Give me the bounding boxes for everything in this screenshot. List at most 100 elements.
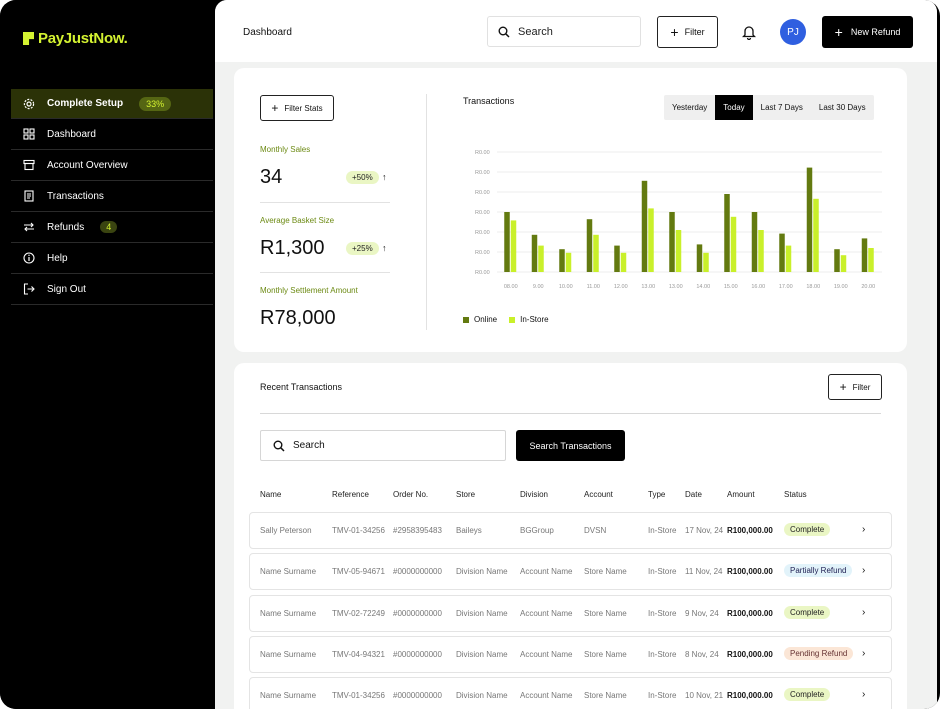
gear-icon (23, 98, 35, 110)
cell-reference: TMV-05-94671 (332, 567, 385, 577)
top-bar: Dashboard Search + Filter PJ + New Refun… (215, 0, 937, 62)
filter-stats-button[interactable]: + Filter Stats (260, 95, 334, 121)
bar-in-store-1[interactable] (538, 245, 544, 272)
transactions-filter-button[interactable]: + Filter (828, 374, 882, 400)
x-tick-label: 14.00 (696, 284, 710, 290)
x-tick-label: 08.00 (504, 284, 518, 290)
x-tick-label: 10.00 (559, 284, 573, 290)
bar-in-store-7[interactable] (703, 252, 709, 272)
bar-online-0[interactable] (504, 212, 510, 272)
chevron-right-icon[interactable]: › (862, 689, 866, 701)
bar-online-6[interactable] (669, 212, 675, 272)
bar-online-3[interactable] (586, 219, 593, 272)
chevron-right-icon[interactable]: › (862, 524, 866, 535)
stat-value-average-basket: R1,300 (260, 237, 325, 259)
chevron-right-icon[interactable]: › (862, 565, 866, 577)
range-tab-last-7-days[interactable]: Last 7 Days (760, 103, 803, 112)
bar-online-12[interactable] (834, 249, 840, 272)
bar-online-2[interactable] (559, 249, 565, 272)
table-row[interactable]: Name Surname TMV-05-94671 #0000000000 Divis… (249, 553, 892, 591)
bar-online-8[interactable] (724, 194, 730, 272)
search-transactions-button[interactable]: Search Transactions (516, 430, 625, 461)
bar-in-store-9[interactable] (758, 230, 764, 272)
bar-online-7[interactable] (696, 244, 703, 272)
avatar[interactable]: PJ (780, 19, 806, 45)
stats-card: + Filter Stats Monthly Sales 34 +50% ↑ A… (234, 68, 907, 352)
receipt-icon (23, 190, 35, 202)
bar-online-4[interactable] (614, 245, 620, 272)
plus-icon: + (271, 101, 279, 115)
column-header-status[interactable]: Status (784, 490, 807, 499)
bar-in-store-12[interactable] (840, 255, 847, 272)
cell-date: 9 Nov, 24 (685, 608, 719, 618)
header-filter-button[interactable]: + Filter (657, 16, 718, 48)
sidebar: PayJustNow. Complete Setup 33% Dashboard (0, 0, 214, 709)
transactions-bar-chart: R0.00 R0.00 R0.00 R0.00 R0.00 R0.00 R0.00 08.00… (475, 150, 882, 290)
table-row[interactable]: Name Surname TMV-04-94321 #0000000000 Divis… (249, 635, 892, 673)
bar-online-9[interactable] (751, 212, 758, 272)
bar-online-1[interactable] (531, 234, 538, 272)
sidebar-item-complete-setup[interactable]: Complete Setup 33% (11, 89, 213, 119)
stat-label-monthly-sales: Monthly Sales (260, 145, 311, 154)
column-header-name[interactable]: Name (260, 490, 282, 499)
column-header-date[interactable]: Date (685, 490, 702, 499)
bar-in-store-2[interactable] (565, 252, 572, 272)
bell-icon[interactable] (742, 24, 756, 40)
range-tab-last-30-days[interactable]: Last 30 Days (818, 103, 866, 112)
bar-in-store-11[interactable] (813, 198, 819, 272)
y-tick-label: R0.00 (475, 250, 490, 256)
bar-in-store-5[interactable] (648, 208, 654, 272)
cell-type: In-Store (648, 567, 677, 577)
sidebar-item-transactions[interactable]: Transactions (11, 181, 213, 212)
search-icon (498, 26, 510, 38)
range-tab-today[interactable]: Today (715, 95, 753, 120)
column-header-account[interactable]: Account (584, 490, 613, 499)
table-row[interactable]: Name Surname TMV-02-72249 #0000000000 Divis… (249, 594, 892, 632)
table-row[interactable]: Name Surname TMV-01-34256 #0000000000 Divis… (249, 677, 892, 709)
header-filter-label: Filter (684, 27, 705, 37)
stat-change-monthly-sales: +50% (346, 171, 379, 184)
x-tick-label: 12.00 (614, 284, 628, 290)
column-header-order-no[interactable]: Order No. (393, 490, 429, 499)
cell-account: Store Name (584, 608, 627, 618)
column-header-type[interactable]: Type (648, 490, 666, 499)
sidebar-item-refunds[interactable]: Refunds 4 (11, 212, 213, 243)
stat-divider (260, 202, 390, 203)
bar-online-10[interactable] (779, 233, 785, 272)
range-tab-yesterday[interactable]: Yesterday (672, 103, 708, 112)
sidebar-item-account-overview[interactable]: Account Overview (11, 150, 213, 181)
bar-in-store-6[interactable] (675, 230, 682, 272)
cell-type: In-Store (648, 526, 677, 535)
column-header-amount[interactable]: Amount (727, 490, 755, 499)
bar-online-5[interactable] (641, 180, 648, 272)
plus-icon: + (670, 24, 679, 40)
transactions-search-input[interactable]: Search (260, 430, 506, 461)
legend-label: In-Store (520, 315, 549, 324)
bar-online-13[interactable] (861, 238, 868, 272)
column-header-reference[interactable]: Reference (332, 490, 369, 499)
bar-in-store-3[interactable] (593, 234, 599, 272)
bar-in-store-4[interactable] (620, 252, 627, 272)
transactions-search-placeholder: Search (293, 440, 325, 451)
chevron-right-icon[interactable]: › (862, 606, 866, 618)
column-header-division[interactable]: Division (520, 490, 549, 499)
recent-transactions-card: Recent Transactions + Filter Search Sear… (234, 363, 907, 709)
brand-logo[interactable]: PayJustNow. (23, 30, 128, 47)
cell-store: Division Name (456, 649, 508, 659)
sidebar-item-dashboard[interactable]: Dashboard (11, 119, 213, 150)
bar-in-store-13[interactable] (868, 248, 874, 272)
table-row[interactable]: Sally Peterson TMV-01-34256 #2958395483 Bai… (249, 512, 892, 549)
bar-in-store-8[interactable] (730, 216, 737, 272)
column-header-store[interactable]: Store (456, 490, 476, 499)
sidebar-item-help[interactable]: Help (11, 243, 213, 274)
global-search-input[interactable]: Search (487, 16, 641, 47)
bar-in-store-0[interactable] (510, 220, 517, 272)
new-refund-button[interactable]: + New Refund (822, 16, 913, 48)
sidebar-item-label: Refunds (47, 221, 85, 233)
sidebar-item-sign-out[interactable]: Sign Out (11, 274, 213, 305)
chevron-right-icon[interactable]: › (862, 647, 866, 659)
bar-in-store-10[interactable] (785, 245, 792, 272)
bar-online-11[interactable] (806, 167, 813, 272)
x-tick-label: 9.00 (533, 284, 544, 290)
